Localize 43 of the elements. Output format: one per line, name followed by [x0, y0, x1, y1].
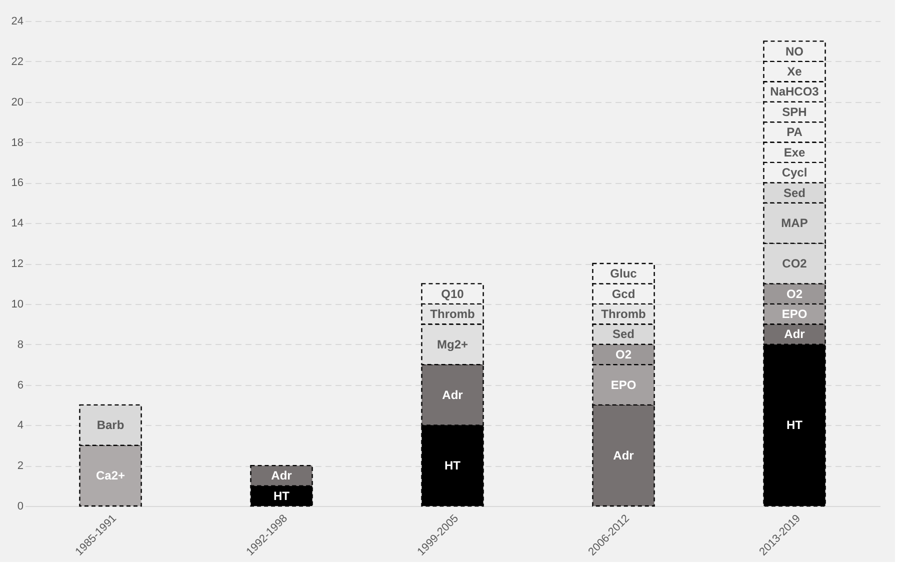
series-label: Gcd — [612, 286, 636, 301]
series-label: Barb — [96, 418, 124, 432]
y-tick-label: 8 — [17, 338, 24, 351]
series-label: CO2 — [782, 256, 808, 270]
series-label: O2 — [615, 347, 632, 362]
series-label: NaHCO3 — [770, 84, 820, 99]
series-label: Gluc — [610, 266, 638, 281]
series-label: Adr — [271, 468, 292, 483]
text: Thromb — [601, 307, 646, 322]
text: HT — [786, 418, 802, 432]
text: Adr — [784, 327, 805, 342]
y-tick-label: 10 — [11, 298, 24, 310]
text: O2 — [786, 286, 803, 301]
y-tick-label: 22 — [11, 56, 24, 68]
series-label: Exe — [784, 145, 806, 160]
y-tick-label: 6 — [17, 379, 24, 392]
series-label: SPH — [782, 104, 807, 119]
y-tick-label: 18 — [11, 136, 24, 149]
series-label: EPO — [782, 307, 808, 322]
series-label: HT — [274, 488, 290, 503]
series-label: Q10 — [441, 286, 464, 301]
y-tick-label: 14 — [11, 218, 24, 230]
y-tick-label: 12 — [11, 258, 24, 270]
series-label: Ca2+ — [96, 468, 126, 483]
text: Adr — [613, 448, 634, 462]
series-label: Sed — [612, 327, 635, 342]
text: HT — [444, 458, 460, 473]
series-label: NO — [786, 44, 804, 58]
text: Sed — [783, 186, 806, 200]
series-label: PA — [786, 125, 803, 140]
series-label: Xe — [787, 64, 802, 79]
y-tick-label: 16 — [11, 177, 24, 190]
series-label: Thromb — [430, 307, 475, 322]
y-tick-label: 0 — [17, 500, 24, 512]
y-tick-label: 2 — [17, 460, 24, 472]
series-label: Mg2+ — [436, 337, 468, 352]
series-label: Cycl — [782, 166, 808, 180]
y-tick-label: 24 — [11, 16, 24, 28]
text: Adr — [442, 388, 463, 402]
text: EPO — [610, 378, 636, 392]
y-tick-label: 4 — [17, 420, 24, 432]
series-label: MAP — [781, 216, 808, 230]
y-tick-label: 20 — [11, 96, 24, 108]
